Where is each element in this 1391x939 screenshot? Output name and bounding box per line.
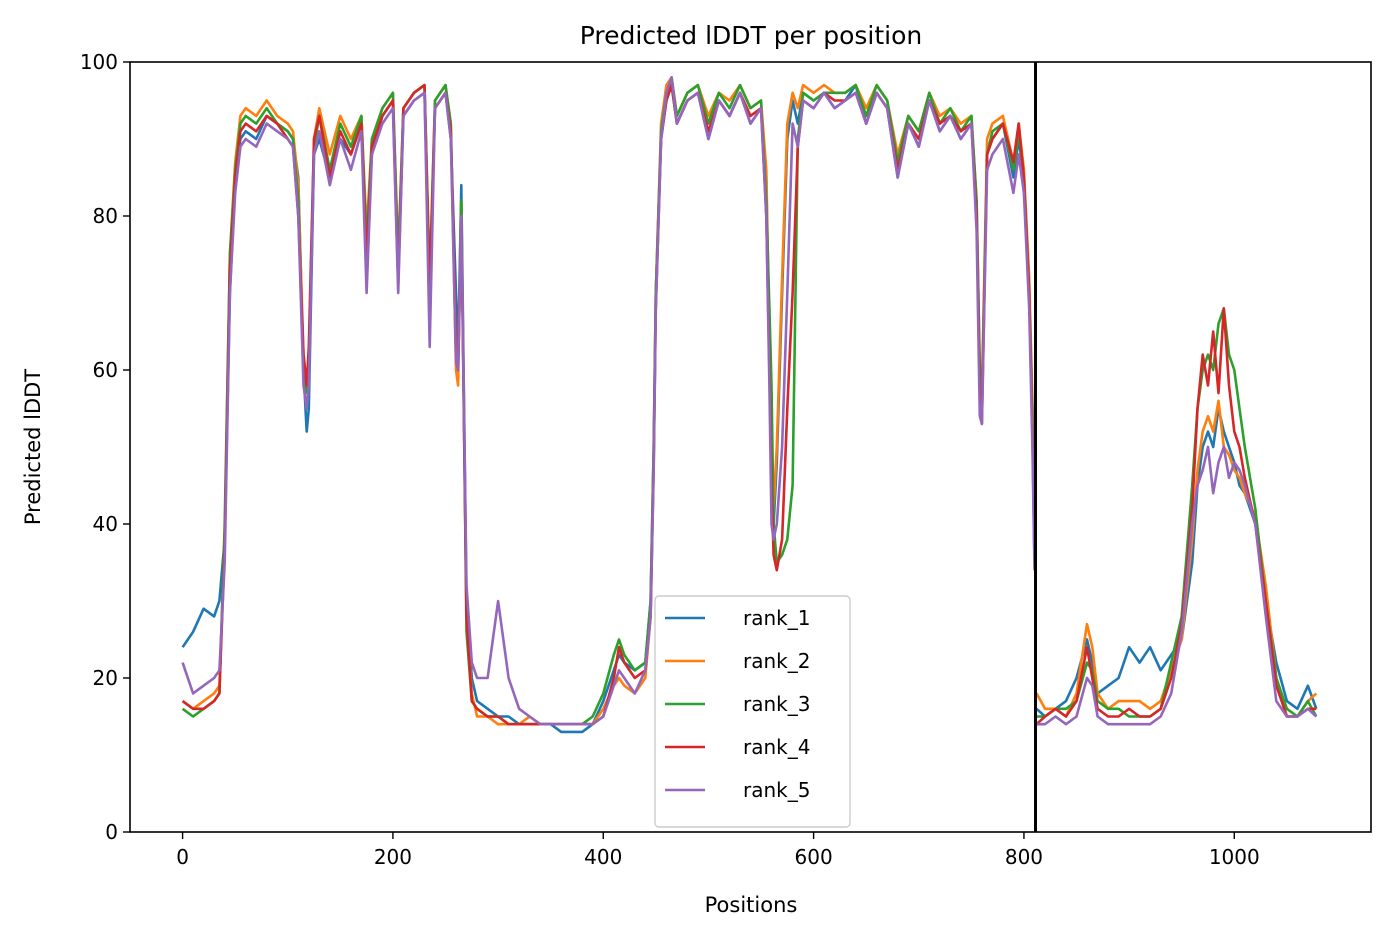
x-axis-ticks: 0 200 400 600 800 1000 bbox=[176, 832, 1260, 869]
series-layer bbox=[181, 76, 1318, 734]
legend: rank_1 rank_2 rank_3 rank_4 rank_5 bbox=[654, 595, 851, 828]
y-axis-ticks: 0 20 40 60 80 100 bbox=[80, 50, 130, 844]
legend-box bbox=[654, 595, 851, 828]
x-axis-label: Positions bbox=[705, 893, 798, 917]
y-tick-label: 80 bbox=[93, 204, 118, 228]
legend-label-rank-2: rank_2 bbox=[743, 649, 810, 673]
y-tick-label: 40 bbox=[93, 512, 118, 536]
legend-label-rank-5: rank_5 bbox=[743, 778, 810, 802]
y-axis-label: Predicted lDDT bbox=[21, 369, 45, 525]
y-tick-label: 100 bbox=[80, 50, 118, 74]
legend-label-rank-3: rank_3 bbox=[743, 692, 810, 716]
x-tick-label: 0 bbox=[176, 845, 189, 869]
chart-title: Predicted lDDT per position bbox=[580, 21, 922, 50]
x-tick-label: 1000 bbox=[1209, 845, 1260, 869]
legend-label-rank-1: rank_1 bbox=[743, 606, 810, 630]
legend-label-rank-4: rank_4 bbox=[743, 735, 810, 759]
series-line-rank-5-chain-b bbox=[1036, 445, 1318, 726]
y-tick-label: 0 bbox=[105, 820, 118, 844]
x-tick-label: 400 bbox=[584, 845, 622, 869]
plot-frame bbox=[129, 61, 1372, 833]
x-tick-label: 600 bbox=[795, 845, 833, 869]
x-tick-label: 200 bbox=[374, 845, 412, 869]
y-tick-label: 20 bbox=[93, 666, 118, 690]
series-line-rank-5-chain-a bbox=[181, 76, 1036, 726]
y-tick-label: 60 bbox=[93, 358, 118, 382]
x-tick-label: 800 bbox=[1005, 845, 1043, 869]
